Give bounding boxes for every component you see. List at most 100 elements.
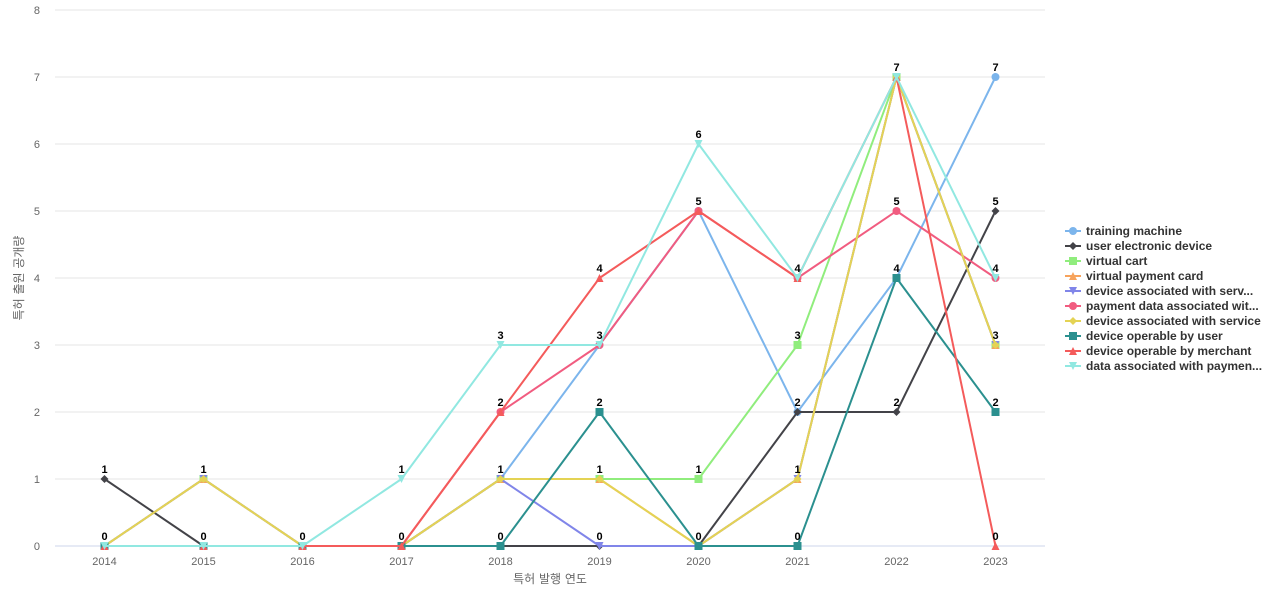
x-tick-label: 2020	[686, 556, 710, 568]
data-label: 3	[794, 330, 800, 342]
x-tick-label: 2019	[587, 556, 611, 568]
data-label: 4	[794, 263, 801, 275]
data-point	[595, 274, 604, 282]
data-point	[694, 207, 703, 215]
series-group	[100, 207, 1000, 550]
legend-label: device associated with serv...	[1086, 284, 1253, 298]
data-point	[298, 542, 307, 550]
legend-item[interactable]: device operable by user	[1065, 329, 1223, 343]
legend-item[interactable]: data associated with paymen...	[1065, 359, 1262, 373]
data-label: 3	[992, 330, 998, 342]
data-point	[595, 542, 604, 550]
x-tick-label: 2018	[488, 556, 512, 568]
data-point	[892, 408, 901, 416]
legend-label: device operable by user	[1086, 329, 1223, 343]
data-label: 1	[596, 464, 602, 476]
series-lines	[100, 73, 1000, 550]
data-label: 1	[398, 464, 404, 476]
data-point	[991, 274, 1000, 282]
data-point	[892, 207, 901, 215]
data-label: 6	[695, 129, 701, 141]
data-label: 0	[695, 531, 701, 543]
data-labels: 1 0 1 0 0 1 0 3 2 1 0 4 3 2 1 0 6 5 1 0 4 3 2 1 0 7 5 4 2 7 5 4 3 2 0	[101, 62, 999, 543]
data-label: 2	[497, 397, 503, 409]
legend-item[interactable]: virtual payment card	[1065, 269, 1203, 283]
y-tick-label: 6	[34, 139, 40, 151]
legend-label: payment data associated wit...	[1086, 299, 1259, 313]
data-label: 1	[794, 464, 800, 476]
legend-label: training machine	[1086, 224, 1182, 238]
legend-marker-icon	[1069, 257, 1077, 265]
x-axis-title: 특허 발행 연도	[513, 571, 587, 586]
legend-item[interactable]: virtual cart	[1065, 254, 1147, 268]
x-tick-label: 2022	[884, 556, 908, 568]
legend-label: virtual payment card	[1086, 269, 1203, 283]
data-point	[397, 475, 406, 483]
data-point	[694, 475, 703, 483]
legend-item[interactable]: payment data associated wit...	[1065, 299, 1259, 313]
x-tick-label: 2021	[785, 556, 809, 568]
legend-label: device operable by merchant	[1086, 344, 1251, 358]
legend-item[interactable]: device associated with service	[1065, 314, 1261, 328]
data-label: 1	[200, 464, 206, 476]
data-point	[793, 408, 802, 416]
data-point	[694, 542, 703, 550]
legend-label: data associated with paymen...	[1086, 359, 1262, 373]
data-label: 5	[992, 196, 998, 208]
legend-label: virtual cart	[1086, 254, 1147, 268]
series-line	[104, 210, 997, 547]
data-point	[100, 475, 109, 483]
data-label: 2	[992, 397, 998, 409]
data-point	[199, 475, 208, 483]
x-tick-label: 2016	[290, 556, 314, 568]
data-point	[991, 341, 1000, 349]
data-point	[793, 341, 802, 349]
data-label: 7	[992, 62, 998, 74]
data-point	[991, 73, 1000, 81]
y-tick-label: 0	[34, 541, 40, 553]
data-label: 0	[299, 531, 305, 543]
legend-marker-icon	[1069, 362, 1077, 370]
legend-marker-icon	[1069, 332, 1077, 340]
y-tick-label: 3	[34, 340, 40, 352]
data-label: 2	[596, 397, 602, 409]
x-tick-label: 2014	[92, 556, 116, 568]
data-label: 2	[794, 397, 800, 409]
legend-marker-icon	[1069, 227, 1077, 235]
x-tick-label: 2023	[983, 556, 1007, 568]
series-line	[104, 76, 997, 547]
data-label: 3	[596, 330, 602, 342]
x-tick-label: 2017	[389, 556, 413, 568]
legend-label: user electronic device	[1086, 239, 1212, 253]
data-label: 1	[695, 464, 701, 476]
y-tick-label: 5	[34, 206, 40, 218]
legend-item[interactable]: user electronic device	[1065, 239, 1212, 253]
legend-marker-icon	[1069, 317, 1077, 325]
legend-item[interactable]: training machine	[1065, 224, 1182, 238]
legend-marker-icon	[1069, 242, 1077, 250]
data-point	[496, 408, 505, 416]
data-label: 4	[992, 263, 999, 275]
data-point	[694, 140, 703, 148]
series-group	[100, 73, 1000, 550]
data-point	[199, 542, 208, 550]
x-tick-label: 2015	[191, 556, 215, 568]
data-point	[991, 207, 1000, 215]
data-point	[793, 542, 802, 550]
data-label: 3	[497, 330, 503, 342]
y-tick-label: 7	[34, 72, 40, 84]
legend-item[interactable]: device operable by merchant	[1065, 344, 1251, 358]
y-tick-label: 4	[34, 273, 40, 285]
data-point	[991, 408, 1000, 416]
y-tick-label: 2	[34, 407, 40, 419]
legend-item[interactable]: device associated with serv...	[1065, 284, 1253, 298]
data-point	[100, 542, 109, 550]
y-tick-label: 8	[34, 5, 40, 17]
data-label: 4	[596, 263, 603, 275]
data-point	[991, 542, 1000, 550]
data-label: 0	[398, 531, 404, 543]
legend-marker-icon	[1069, 272, 1077, 280]
data-point	[793, 475, 802, 483]
